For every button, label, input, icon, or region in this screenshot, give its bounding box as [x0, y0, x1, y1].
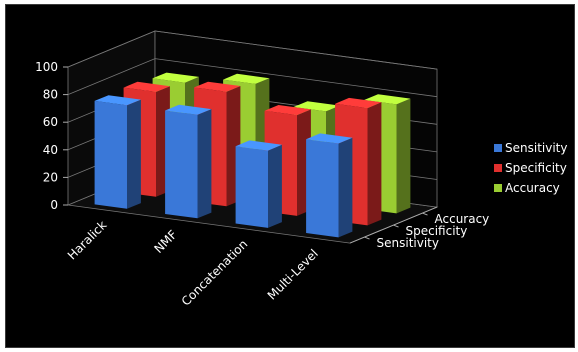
category-label: NMF	[151, 227, 180, 256]
bar-top-face	[364, 94, 411, 105]
bar-side-face	[396, 98, 411, 214]
bar-side-face	[268, 144, 282, 228]
category-label: Concatenation	[179, 237, 251, 309]
category-label: Haralick	[65, 218, 109, 262]
depth-axis-label: Accuracy	[435, 212, 490, 226]
bar-side-face	[127, 99, 141, 209]
depth-tick-mark	[393, 224, 399, 228]
legend-label-sensitivity: Sensitivity	[505, 141, 567, 155]
gridline	[67, 30, 438, 70]
bar-sensitivity-nmf	[165, 104, 212, 219]
depth-tick-mark	[364, 236, 370, 240]
legend-swatch-accuracy	[494, 184, 502, 192]
bar-top-face	[293, 101, 340, 112]
y-tick-label: 20	[43, 170, 58, 184]
bar-sensitivity-concatenation	[235, 140, 282, 228]
y-tick-label: 40	[43, 143, 58, 157]
legend-swatch-specificity	[494, 164, 502, 172]
bar-sensitivity-haralick	[94, 95, 141, 209]
depth-axis-label: Specificity	[406, 224, 468, 238]
bar-top-face	[235, 140, 282, 151]
bar-front-face	[235, 146, 268, 228]
bar-top-face	[165, 104, 212, 115]
y-tick-label: 100	[35, 60, 58, 74]
category-label: Multi-Level	[265, 247, 321, 303]
bar-top-face	[152, 72, 199, 83]
bar-side-face	[367, 102, 382, 226]
gridline	[67, 58, 438, 98]
bar-sensitivity-multi-level	[306, 133, 353, 238]
legend-label-accuracy: Accuracy	[505, 181, 560, 195]
bar-front-face	[165, 110, 198, 219]
legend-swatch-sensitivity	[494, 144, 502, 152]
bar-side-face	[197, 109, 212, 219]
depth-axis-label: Sensitivity	[377, 236, 439, 250]
bar-top-face	[264, 105, 311, 116]
y-tick-label: 80	[43, 88, 58, 102]
bar-side-face	[338, 137, 353, 238]
bar-top-face	[223, 73, 270, 84]
bar-top-face	[94, 95, 141, 106]
bar-front-face	[94, 100, 127, 209]
bar-top-face	[194, 81, 241, 92]
y-tick-label: 60	[43, 115, 58, 129]
y-tick-label: 0	[50, 198, 58, 212]
bar-top-face	[335, 97, 382, 109]
depth-tick-mark	[422, 212, 428, 216]
bar-top-face	[123, 81, 170, 92]
bar-top-face	[306, 133, 353, 144]
legend-label-specificity: Specificity	[505, 161, 567, 175]
bar-front-face	[306, 139, 339, 238]
